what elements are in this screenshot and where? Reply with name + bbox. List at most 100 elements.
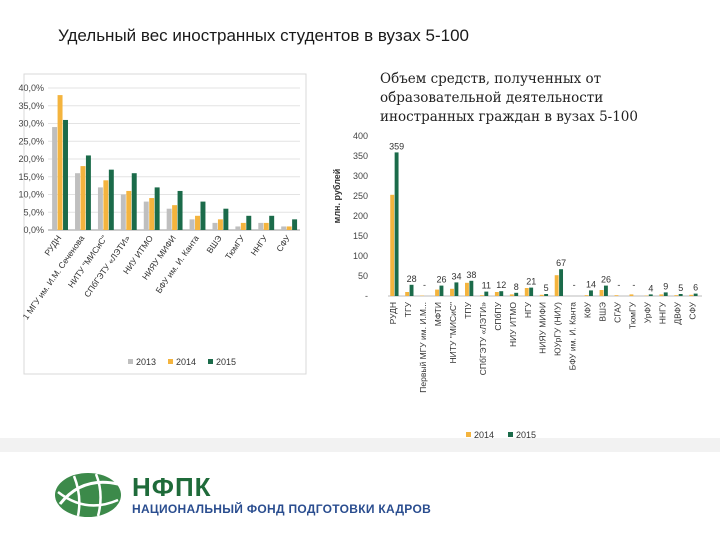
x-tick-label: ДВФУ <box>672 301 682 324</box>
x-tick-label: РУДН <box>388 302 398 324</box>
bar-2015 <box>544 294 549 296</box>
y-tick-label: 25,0% <box>18 136 44 146</box>
bar-2013 <box>258 222 264 230</box>
data-label: 11 <box>482 281 491 291</box>
legend-label-2014: 2014 <box>474 430 494 440</box>
x-tick-label: НИТУ "МИСиС" <box>448 302 458 363</box>
bar-2014 <box>286 226 292 230</box>
y-tick-label: 200 <box>353 211 368 221</box>
legend-swatch-2014 <box>466 432 471 437</box>
data-label: - <box>632 280 635 290</box>
logo-full-name: НАЦИОНАЛЬНЫЙ ФОНД ПОДГОТОВКИ КАДРОВ <box>132 502 432 516</box>
bar-2015 <box>63 119 68 230</box>
y-tick-label: 5,0% <box>23 207 44 217</box>
bar-2015 <box>499 291 504 296</box>
bar-2014 <box>126 190 132 230</box>
bar-2014 <box>172 205 178 230</box>
bar-2013 <box>166 208 172 230</box>
x-tick-label: СГАУ <box>613 301 623 322</box>
globe-logo-icon <box>55 473 121 517</box>
x-tick-label: ВШЭ <box>204 233 223 255</box>
bar-2015 <box>693 293 698 296</box>
bar-2014 <box>584 295 589 296</box>
bar-2014 <box>539 294 544 296</box>
logo-abbreviation: НФПК <box>132 472 212 502</box>
y-tick-label: 100 <box>353 251 368 261</box>
y-tick-label: 35,0% <box>18 101 44 111</box>
bar-2015 <box>85 155 91 230</box>
data-label: 28 <box>407 274 417 284</box>
bar-2015 <box>484 291 489 296</box>
x-tick-label: НГУ <box>523 301 533 318</box>
bar-2014 <box>465 282 469 296</box>
bar-2015 <box>131 173 137 230</box>
bar-2013 <box>235 226 241 230</box>
legend-swatch-2015 <box>508 432 513 437</box>
bar-2015 <box>269 215 275 230</box>
data-label: 67 <box>556 258 566 268</box>
y-tick-label: 20,0% <box>18 154 44 164</box>
data-label: 359 <box>389 141 404 151</box>
x-tick-label: ТюмГУ <box>223 233 247 261</box>
bar-2014 <box>390 194 395 296</box>
data-label: 6 <box>693 283 698 293</box>
bar-2015 <box>678 294 683 296</box>
x-tick-label: Первый МГУ им. И.М... <box>418 302 428 393</box>
data-label: 26 <box>436 275 446 285</box>
data-label: 21 <box>526 277 536 287</box>
x-tick-label: БФУ им. И. Канта <box>153 233 201 295</box>
bar-2013 <box>120 194 126 230</box>
legend-swatch-2015 <box>208 359 213 364</box>
bar-2014 <box>217 219 223 230</box>
bar-2013 <box>281 226 287 230</box>
x-tick-label: ВШЭ <box>598 302 608 322</box>
legend-label-2014: 2014 <box>176 357 196 367</box>
data-label: 4 <box>648 283 653 293</box>
x-tick-label: СФУ <box>687 301 697 319</box>
foreign-income-chart: - 50 100 150 200 250 300 350 400 млн. рублей 359 РУ… <box>332 131 702 440</box>
data-label: 8 <box>514 282 519 292</box>
bar-2014 <box>435 289 439 296</box>
bar-2014 <box>405 292 410 296</box>
bar-2013 <box>97 187 103 230</box>
bar-2014 <box>494 292 499 296</box>
slide-title: Удельный вес иностранных студентов в вуз… <box>58 26 469 45</box>
footer-band <box>0 438 720 452</box>
x-tick-label: МФТИ <box>433 302 443 326</box>
bar-2015 <box>439 285 444 296</box>
bar-2014 <box>674 295 679 296</box>
x-tick-label: КФУ <box>583 301 593 318</box>
bar-2015 <box>409 284 414 296</box>
bar-2014 <box>195 215 200 230</box>
bar-2014 <box>263 222 269 230</box>
x-tick-label: ТГУ <box>403 301 413 317</box>
data-label: - <box>423 280 426 290</box>
bar-2015 <box>514 292 519 296</box>
x-tick-label: БФУ им. И. Канта <box>568 302 578 371</box>
data-label: 26 <box>601 275 611 285</box>
bar-2015 <box>292 219 298 230</box>
bar-2015 <box>603 285 608 296</box>
bar-2014 <box>240 222 246 230</box>
bar-2014 <box>57 95 63 230</box>
legend-label-2015: 2015 <box>216 357 236 367</box>
bar-2015 <box>394 152 399 296</box>
bar-2015 <box>529 287 534 296</box>
bar-2014 <box>103 180 109 230</box>
legend-swatch-2014 <box>168 359 173 364</box>
bar-2015 <box>648 294 653 296</box>
x-tick-label: СПбПУ <box>493 301 503 330</box>
bar-2014 <box>80 166 86 230</box>
y-tick-label: 15,0% <box>18 172 44 182</box>
bar-2015 <box>469 280 474 296</box>
bar-2014 <box>149 198 155 230</box>
data-label: 9 <box>663 281 668 291</box>
chart1-frame <box>23 73 307 375</box>
bar-2015 <box>154 187 160 230</box>
y-tick-label: 10,0% <box>18 190 44 200</box>
y-axis-label: млн. рублей <box>332 169 342 224</box>
data-label: 5 <box>678 283 683 293</box>
bar-2015 <box>200 201 206 230</box>
y-tick-label: 40,0% <box>18 83 44 93</box>
bar-2013 <box>52 127 58 230</box>
